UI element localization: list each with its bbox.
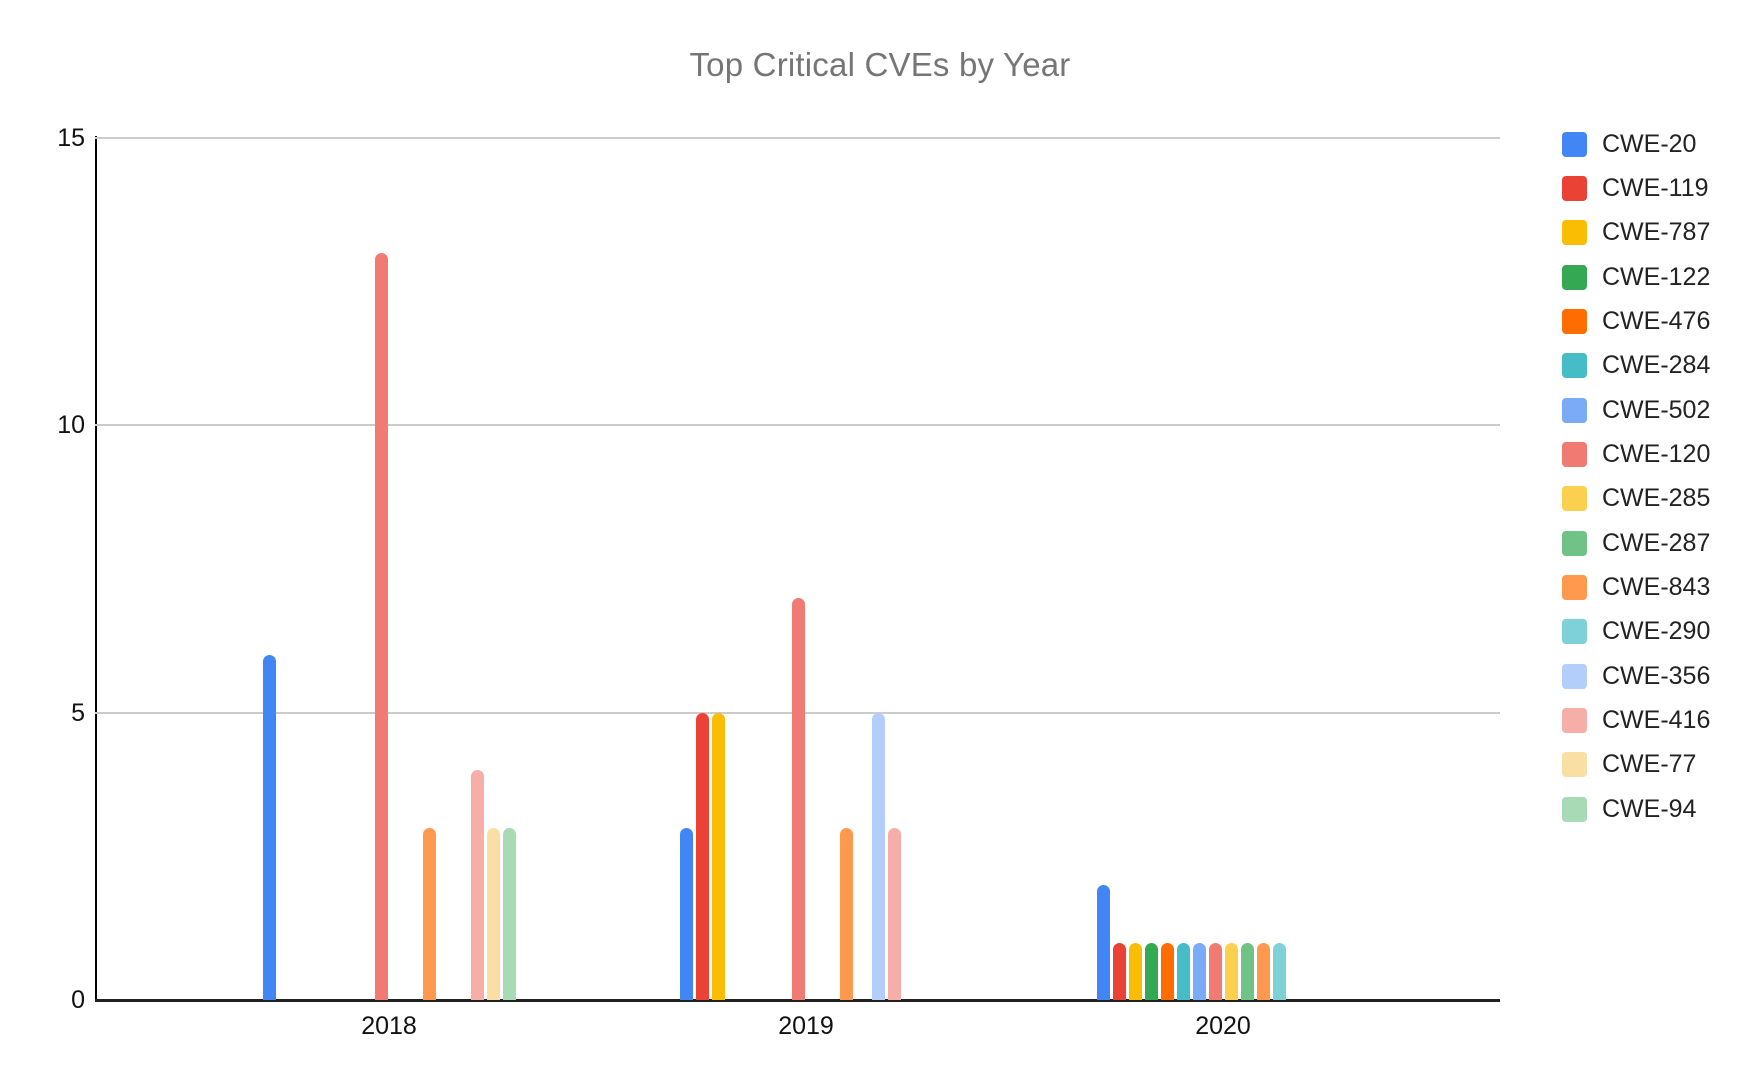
legend-label-CWE-120: CWE-120 [1602, 439, 1711, 468]
bar-CWE-416-2018[interactable] [470, 770, 484, 1000]
legend-swatch-CWE-416 [1562, 708, 1587, 734]
legend-item-CWE-787[interactable]: CWE-787 [1562, 218, 1711, 247]
legend-item-CWE-356[interactable]: CWE-356 [1562, 661, 1711, 690]
legend-swatch-CWE-284 [1562, 353, 1587, 379]
legend-label-CWE-77: CWE-77 [1602, 750, 1697, 779]
legend-label-CWE-285: CWE-285 [1602, 484, 1711, 513]
legend-swatch-CWE-122 [1562, 264, 1587, 290]
legend-label-CWE-502: CWE-502 [1602, 395, 1711, 424]
legend-item-CWE-122[interactable]: CWE-122 [1562, 262, 1711, 291]
legend-label-CWE-94: CWE-94 [1602, 794, 1697, 823]
legend-swatch-CWE-502 [1562, 397, 1587, 423]
legend-item-CWE-416[interactable]: CWE-416 [1562, 706, 1711, 735]
legend-label-CWE-356: CWE-356 [1602, 661, 1711, 690]
legend-label-CWE-287: CWE-287 [1602, 528, 1711, 557]
bar-CWE-120-2018[interactable] [374, 252, 388, 1000]
x-tick-label-2018: 2018 [361, 1012, 417, 1040]
bar-CWE-20-2020[interactable] [1096, 885, 1110, 1000]
bar-CWE-476-2020[interactable] [1160, 942, 1174, 1000]
bar-CWE-94-2018[interactable] [502, 827, 516, 1000]
bar-CWE-502-2020[interactable] [1192, 942, 1206, 1000]
legend-item-CWE-77[interactable]: CWE-77 [1562, 750, 1697, 779]
bar-CWE-290-2020[interactable] [1272, 942, 1286, 1000]
legend-label-CWE-290: CWE-290 [1602, 617, 1711, 646]
legend-item-CWE-94[interactable]: CWE-94 [1562, 794, 1697, 823]
legend-label-CWE-416: CWE-416 [1602, 706, 1711, 735]
legend-swatch-CWE-476 [1562, 308, 1587, 334]
bar-CWE-843-2019[interactable] [839, 827, 853, 1000]
legend-item-CWE-290[interactable]: CWE-290 [1562, 617, 1711, 646]
legend-item-CWE-20[interactable]: CWE-20 [1562, 129, 1697, 158]
bar-CWE-119-2020[interactable] [1112, 942, 1126, 1000]
bar-CWE-120-2020[interactable] [1208, 942, 1222, 1000]
legend-swatch-CWE-285 [1562, 486, 1587, 512]
legend-swatch-CWE-843 [1562, 575, 1587, 600]
y-tick-label-0: 0 [71, 986, 85, 1014]
gridline-15 [95, 136, 1500, 139]
x-axis-baseline [95, 999, 1500, 1002]
legend-label-CWE-122: CWE-122 [1602, 262, 1711, 291]
legend-swatch-CWE-20 [1562, 131, 1587, 157]
legend-label-CWE-787: CWE-787 [1602, 218, 1711, 247]
bar-CWE-119-2019[interactable] [695, 712, 709, 1000]
chart-title: Top Critical CVEs by Year [689, 46, 1071, 83]
legend-swatch-CWE-120 [1562, 441, 1587, 467]
legend-label-CWE-284: CWE-284 [1602, 351, 1711, 380]
legend-item-CWE-502[interactable]: CWE-502 [1562, 395, 1711, 424]
bar-CWE-122-2020[interactable] [1144, 942, 1158, 1000]
bar-CWE-416-2019[interactable] [887, 827, 901, 1000]
legend-label-CWE-843: CWE-843 [1602, 573, 1711, 601]
bar-CWE-356-2019[interactable] [871, 712, 885, 1000]
legend-item-CWE-843[interactable]: CWE-843 [1562, 573, 1711, 601]
bar-CWE-287-2020[interactable] [1240, 942, 1254, 1000]
legend-item-CWE-287[interactable]: CWE-287 [1562, 528, 1711, 557]
bar-CWE-120-2019[interactable] [791, 597, 805, 1000]
bar-CWE-20-2018[interactable] [262, 655, 276, 1000]
legend-swatch-CWE-290 [1562, 619, 1587, 645]
legend-item-CWE-285[interactable]: CWE-285 [1562, 484, 1711, 513]
bar-CWE-843-2020[interactable] [1256, 942, 1270, 1000]
legend-label-CWE-20: CWE-20 [1602, 129, 1697, 158]
y-tick-label-15: 15 [57, 123, 85, 152]
legend-item-CWE-119[interactable]: CWE-119 [1562, 173, 1709, 202]
bar-CWE-787-2019[interactable] [711, 712, 725, 1000]
bar-CWE-20-2019[interactable] [679, 827, 693, 1000]
legend-swatch-CWE-787 [1562, 220, 1587, 246]
legend-item-CWE-284[interactable]: CWE-284 [1562, 351, 1711, 380]
legend-swatch-CWE-77 [1562, 752, 1587, 778]
legend-label-CWE-119: CWE-119 [1602, 173, 1709, 202]
legend-swatch-CWE-356 [1562, 663, 1587, 689]
legend-item-CWE-476[interactable]: CWE-476 [1562, 306, 1711, 335]
bar-CWE-843-2018[interactable] [422, 827, 436, 1000]
bar-CWE-77-2018[interactable] [486, 827, 500, 1000]
x-tick-label-2019: 2019 [778, 1012, 834, 1040]
y-tick-label-10: 10 [57, 411, 85, 439]
x-tick-label-2020: 2020 [1195, 1012, 1251, 1040]
bar-CWE-285-2020[interactable] [1224, 942, 1238, 1000]
legend-swatch-CWE-287 [1562, 530, 1587, 556]
y-tick-label-5: 5 [71, 698, 85, 727]
bar-CWE-284-2020[interactable] [1176, 942, 1190, 1000]
legend-label-CWE-476: CWE-476 [1602, 306, 1711, 335]
legend-swatch-CWE-119 [1562, 175, 1587, 201]
legend-item-CWE-120[interactable]: CWE-120 [1562, 439, 1711, 468]
legend-swatch-CWE-94 [1562, 796, 1587, 822]
y-axis-line [95, 136, 97, 1001]
bar-CWE-787-2020[interactable] [1128, 942, 1142, 1000]
gridline-10 [95, 424, 1500, 426]
